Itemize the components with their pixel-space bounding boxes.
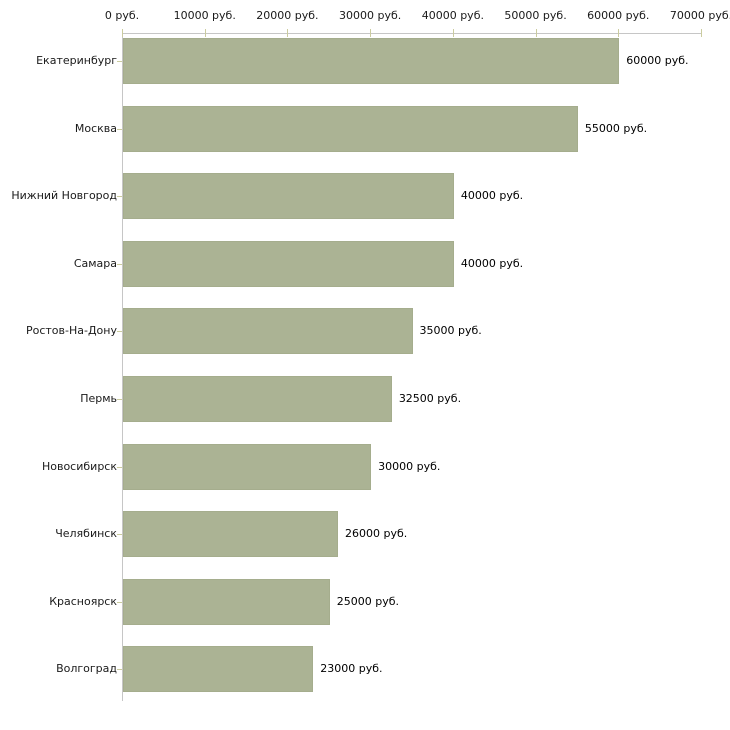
category-tick-mark: [117, 534, 122, 536]
y-axis-line: [122, 33, 123, 701]
x-tick-label: 20000 руб.: [256, 9, 319, 22]
category-label: Волгоград: [56, 662, 117, 676]
x-tick-mark: [122, 29, 123, 37]
category-label: Челябинск: [55, 527, 117, 541]
category-tick-mark: [117, 61, 122, 62]
bar: [123, 443, 372, 490]
category-tick-mark: [117, 128, 122, 130]
category-label: Ростов-На-Дону: [25, 324, 117, 338]
x-tick-label: 0 руб.: [104, 9, 140, 22]
x-tick-mark: [618, 29, 620, 37]
x-tick-label: 30000 руб.: [339, 9, 402, 22]
bar: [123, 308, 413, 355]
value-label: 35000 руб.: [419, 324, 482, 338]
x-tick-label: 60000 руб.: [587, 9, 650, 22]
value-label: 23000 руб.: [320, 662, 383, 676]
bar: [123, 240, 454, 287]
x-tick-mark: [452, 29, 454, 37]
x-tick-mark: [701, 29, 702, 37]
bar: [123, 173, 454, 220]
category-label: Пермь: [80, 392, 117, 405]
category-tick-mark: [117, 669, 122, 671]
value-label: 60000 руб.: [626, 54, 689, 67]
category-tick-mark: [117, 196, 122, 198]
category-label: Красноярск: [49, 594, 117, 608]
bar: [123, 646, 314, 693]
bar: [123, 511, 339, 558]
category-tick-mark: [117, 601, 122, 603]
x-tick-label: 70000 руб.: [669, 9, 730, 22]
category-label: Самара: [73, 256, 117, 270]
category-label: Екатеринбург: [36, 54, 117, 67]
x-tick-mark: [535, 29, 537, 37]
x-tick-label: 40000 руб.: [421, 9, 484, 22]
value-label: 25000 руб.: [336, 594, 400, 608]
category-label: Москва: [74, 121, 117, 135]
bar: [123, 38, 620, 84]
x-tick-label: 50000 руб.: [504, 9, 567, 22]
x-tick-mark: [370, 29, 372, 37]
category-tick-mark: [117, 263, 122, 265]
category-tick-mark: [117, 466, 122, 468]
value-label: 55000 руб.: [584, 121, 648, 135]
value-label: 32500 руб.: [398, 392, 462, 405]
x-axis-line: [122, 33, 701, 34]
bar: [123, 578, 330, 625]
x-tick-label: 10000 руб.: [173, 9, 236, 22]
category-tick-mark: [117, 331, 122, 333]
category-label: Нижний Новгород: [11, 189, 117, 203]
bar: [123, 105, 578, 152]
bar: [123, 376, 392, 422]
value-label: 40000 руб.: [460, 256, 524, 270]
category-label: Новосибирск: [41, 459, 117, 473]
x-tick-mark: [204, 29, 206, 37]
value-label: 40000 руб.: [460, 189, 524, 203]
x-tick-mark: [287, 29, 289, 37]
category-tick-mark: [117, 399, 122, 400]
value-label: 26000 руб.: [345, 527, 408, 541]
value-label: 30000 руб.: [378, 459, 441, 473]
